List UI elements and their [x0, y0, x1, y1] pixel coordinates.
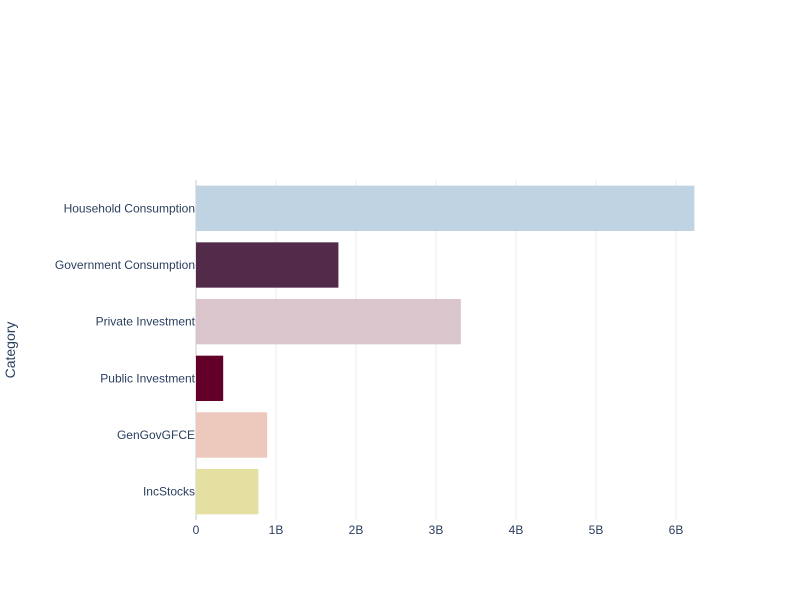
x-axis-ticks: 0 1B 2B 3B 4B 5B 6B — [193, 523, 684, 537]
x-tick-label: 5B — [589, 523, 604, 537]
y-tick-label: Private Investment — [96, 315, 196, 329]
x-tick-label: 1B — [269, 523, 284, 537]
bars — [196, 185, 695, 515]
y-tick-label: Household Consumption — [64, 201, 195, 215]
y-axis-title: Category — [2, 322, 18, 379]
y-tick-label: Public Investment — [100, 371, 195, 385]
x-tick-label: 2B — [349, 523, 364, 537]
y-tick-label: GenGovGFCE — [117, 428, 195, 442]
x-tick-label: 6B — [669, 523, 684, 537]
bar-gengovgfce[interactable] — [196, 412, 268, 458]
bar-private-investment[interactable] — [196, 299, 461, 345]
x-tick-label: 0 — [193, 523, 200, 537]
bar-government-consumption[interactable] — [196, 242, 339, 288]
x-tick-label: 3B — [429, 523, 444, 537]
y-tick-label: IncStocks — [143, 485, 195, 499]
bar-public-investment[interactable] — [196, 355, 224, 401]
x-tick-label: 4B — [509, 523, 524, 537]
grid-lines — [195, 180, 677, 520]
bar-household-consumption[interactable] — [196, 185, 695, 231]
y-tick-label: Government Consumption — [55, 258, 195, 272]
y-axis-ticks: Household Consumption Government Consumpt… — [55, 201, 196, 498]
bar-incstocks[interactable] — [196, 469, 259, 515]
